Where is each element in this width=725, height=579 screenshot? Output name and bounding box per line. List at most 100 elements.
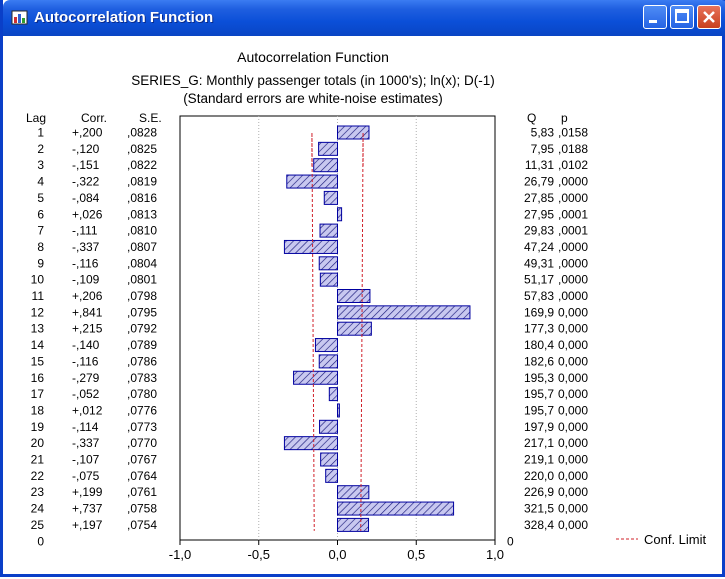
row-q-bottom: 0	[507, 534, 514, 548]
acf-bar-lag-13	[337, 321, 372, 336]
close-icon	[703, 11, 715, 23]
row-lag: 14	[31, 338, 45, 352]
row-q: 226,9	[524, 485, 554, 499]
row-corr: +,215	[72, 322, 103, 336]
row-corr: +,199	[72, 485, 103, 499]
x-tick-label: 0,5	[407, 547, 425, 562]
row-lag: 4	[37, 175, 44, 189]
row-lag: 15	[31, 354, 45, 368]
row-lag: 16	[31, 371, 45, 385]
row-q: 321,5	[524, 502, 554, 516]
row-se: ,0770	[127, 436, 157, 450]
minimize-icon	[649, 20, 657, 23]
row-p: 0,000	[558, 371, 588, 385]
row-p: ,0000	[558, 289, 588, 303]
row-lag: 8	[37, 240, 44, 254]
row-q: 29,83	[524, 224, 554, 238]
upper-confidence-limit	[360, 132, 364, 531]
chart-subtitle: SERIES_G: Monthly passenger totals (in 1…	[131, 73, 494, 88]
row-q: 220,0	[524, 469, 554, 483]
row-lag: 20	[31, 436, 45, 450]
row-p: 0,000	[558, 502, 588, 516]
row-q: 7,95	[531, 142, 555, 156]
row-se: ,0810	[127, 224, 157, 238]
acf-bar-lag-24	[337, 501, 455, 516]
row-p: ,0102	[558, 158, 588, 172]
acf-bar-lag-2	[318, 141, 339, 156]
row-lag: 18	[31, 403, 45, 417]
row-se: ,0813	[127, 207, 157, 221]
row-p: ,0001	[558, 207, 588, 221]
row-corr: +,012	[72, 403, 103, 417]
row-se: ,0795	[127, 305, 157, 319]
minimize-button[interactable]	[643, 5, 667, 29]
row-p: ,0000	[558, 175, 588, 189]
acf-bar-lag-17	[328, 387, 338, 402]
row-p: 0,000	[558, 403, 588, 417]
row-q: 180,4	[524, 338, 554, 352]
chart-area: Autocorrelation Function SERIES_G: Month…	[3, 36, 725, 577]
row-lag: 17	[31, 387, 45, 401]
row-lag: 12	[31, 305, 45, 319]
acf-bar-lag-12	[337, 305, 471, 320]
acf-bar-lag-21	[320, 452, 338, 467]
row-se: ,0783	[127, 371, 157, 385]
row-corr: +,841	[72, 305, 103, 319]
row-lag: 2	[37, 142, 44, 156]
x-tick-label: -1,0	[169, 547, 191, 562]
row-corr: -,279	[72, 371, 100, 385]
title-bar[interactable]: Autocorrelation Function	[3, 0, 725, 36]
row-q: 197,9	[524, 420, 554, 434]
legend: Conf. Limit	[616, 532, 707, 547]
row-corr: -,140	[72, 338, 100, 352]
row-p: 0,000	[558, 305, 588, 319]
x-tick-label: 0,0	[328, 547, 346, 562]
row-lag: 7	[37, 224, 44, 238]
row-p: 0,000	[558, 387, 588, 401]
row-q: 177,3	[524, 322, 554, 336]
row-lag: 22	[31, 469, 45, 483]
row-p: ,0001	[558, 224, 588, 238]
row-lag: 10	[31, 273, 45, 287]
row-p: ,0000	[558, 240, 588, 254]
row-corr: -,109	[72, 273, 100, 287]
row-p: 0,000	[558, 453, 588, 467]
acf-bar-lag-9	[318, 256, 339, 271]
row-corr: -,107	[72, 453, 100, 467]
row-lag: 1	[37, 126, 44, 140]
row-q: 27,85	[524, 191, 554, 205]
acf-bar-lag-16	[293, 370, 338, 385]
chart-title: Autocorrelation Function	[237, 49, 389, 65]
row-corr: -,075	[72, 469, 100, 483]
row-corr: -,111	[72, 224, 98, 238]
acf-bar-lag-25	[337, 517, 370, 532]
row-corr: +,200	[72, 126, 103, 140]
header-corr: Corr.	[81, 111, 107, 125]
maximize-button[interactable]	[670, 5, 694, 29]
row-p: 0,000	[558, 436, 588, 450]
acf-bar-lag-11	[337, 289, 371, 303]
acf-bar-lag-19	[319, 419, 339, 434]
x-axis: -1,0 -0,5 0,0 0,5 1,0	[169, 540, 504, 562]
close-button[interactable]	[697, 5, 721, 29]
acf-bar-lag-10	[319, 272, 338, 287]
row-q: 51,17	[524, 273, 554, 287]
acf-bar-lag-23	[337, 485, 370, 500]
row-se: ,0792	[127, 322, 157, 336]
row-se: ,0786	[127, 354, 157, 368]
row-corr: -,116	[72, 256, 99, 270]
header-p: p	[561, 111, 568, 125]
row-q: 169,9	[524, 305, 554, 319]
row-p: 0,000	[558, 338, 588, 352]
row-q: 195,3	[524, 371, 554, 385]
row-q: 5,83	[531, 126, 555, 140]
row-lag: 23	[31, 485, 45, 499]
row-p: ,0188	[558, 142, 588, 156]
acf-bar-lag-8	[283, 239, 338, 254]
row-q: 49,31	[524, 256, 554, 270]
acf-bar-lag-3	[313, 158, 338, 173]
row-p: 0,000	[558, 485, 588, 499]
row-lag: 5	[37, 191, 44, 205]
row-q: 47,24	[524, 240, 554, 254]
row-q: 328,4	[524, 518, 554, 532]
